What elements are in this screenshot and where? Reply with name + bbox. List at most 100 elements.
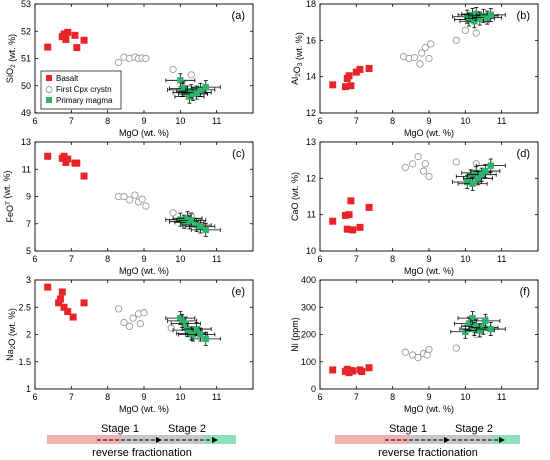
cpx-point xyxy=(114,58,123,67)
legend-cpx-label: First Cpx crystn xyxy=(56,85,112,94)
x-tick-label: 10 xyxy=(175,392,185,402)
cpx-point xyxy=(142,54,150,63)
primary-point xyxy=(184,326,191,334)
cpx-point xyxy=(401,163,410,172)
left-arrow-stage2-head xyxy=(212,437,218,443)
cpx-point xyxy=(425,345,433,354)
primary-point xyxy=(177,216,184,223)
primary-point xyxy=(197,331,204,338)
x-tick-label: 8 xyxy=(390,116,395,126)
panel-tag: (e) xyxy=(232,286,245,298)
basalt-point xyxy=(329,366,337,374)
series-first-cpx-crystn xyxy=(114,191,195,220)
x-tick-label: 7 xyxy=(354,116,359,126)
primary-point xyxy=(184,215,191,222)
series-basalt xyxy=(44,28,88,52)
series-basalt xyxy=(44,283,88,321)
x-tick-label: 11 xyxy=(497,254,506,264)
cpx-point xyxy=(414,152,422,161)
primary-point xyxy=(202,335,209,343)
basalt-point xyxy=(329,81,337,89)
primary-point xyxy=(465,320,473,327)
legend-box xyxy=(40,70,122,110)
x-tick-label: 8 xyxy=(105,254,110,264)
primary-point xyxy=(186,93,193,100)
y-tick-label: 200 xyxy=(301,330,316,340)
cpx-point xyxy=(125,322,134,330)
basalt-point xyxy=(356,65,364,73)
plot-frame xyxy=(34,279,254,390)
y-tick-label: 400 xyxy=(301,275,316,285)
primary-point xyxy=(463,178,471,186)
cpx-point xyxy=(136,319,145,328)
right-arrow-gray-band xyxy=(409,435,492,444)
basalt-point xyxy=(343,225,351,233)
x-axis-title: MgO (wt. %) xyxy=(119,404,169,414)
panel-tag: (f) xyxy=(520,286,530,298)
primary-point xyxy=(474,175,482,182)
y-tick-label: 1 xyxy=(26,384,31,394)
basalt-point xyxy=(341,211,349,219)
basalt-point xyxy=(73,159,81,167)
primary-point xyxy=(478,171,485,178)
y-tick-label: 100 xyxy=(301,357,316,367)
y-tick-label: 16 xyxy=(306,35,316,45)
right-arrow-pink-band xyxy=(335,435,409,444)
series-basalt xyxy=(44,152,88,180)
right-arrow-stage2-head xyxy=(499,437,505,443)
y-tick-label: 7 xyxy=(26,219,31,229)
cpx-point xyxy=(120,192,128,201)
y-tick-label: 14 xyxy=(306,72,316,82)
x-tick-label: 11 xyxy=(212,116,221,126)
basalt-point xyxy=(352,68,360,76)
x-tick-label: 9 xyxy=(426,392,431,402)
series-primary-magma xyxy=(452,158,506,191)
basalt-point xyxy=(80,299,88,307)
y-tick-label: 13 xyxy=(21,137,31,147)
series-basalt xyxy=(329,64,373,91)
basalt-point xyxy=(73,44,81,52)
x-axis-title: MgO (wt. %) xyxy=(119,266,169,276)
legend-primary-label: Primary magma xyxy=(56,96,113,105)
cpx-point xyxy=(472,29,480,37)
y-axis-title: CaO (wt. %) xyxy=(290,172,300,221)
y-axis-title: SiO2 (wt. %) xyxy=(5,34,17,83)
primary-point xyxy=(202,83,209,91)
basalt-point xyxy=(329,217,337,225)
x-tick-label: 9 xyxy=(141,116,146,126)
left-caption: reverse fractionation xyxy=(92,447,192,459)
basalt-point xyxy=(44,283,52,291)
primary-point xyxy=(476,327,484,334)
primary-point xyxy=(197,86,204,94)
basalt-point xyxy=(349,367,357,375)
x-tick-label: 10 xyxy=(175,254,185,264)
panel-tag: (c) xyxy=(232,148,245,160)
cpx-point xyxy=(452,344,460,352)
primary-point xyxy=(180,85,188,92)
cpx-point xyxy=(461,26,469,34)
primary-point xyxy=(487,325,494,333)
y-tick-label: 12 xyxy=(306,173,316,183)
cpx-point xyxy=(401,348,410,356)
basalt-point xyxy=(62,35,70,43)
y-tick-label: 300 xyxy=(301,302,316,312)
x-tick-label: 9 xyxy=(426,254,431,264)
basalt-point xyxy=(341,83,349,91)
basalt-point xyxy=(64,155,72,163)
primary-point xyxy=(177,77,184,84)
x-tick-label: 11 xyxy=(497,116,506,126)
x-tick-label: 8 xyxy=(390,392,395,402)
cpx-point xyxy=(416,60,424,68)
x-tick-label: 8 xyxy=(390,254,395,264)
y-tick-label: 1.5 xyxy=(18,357,31,367)
legend-primary-swatch xyxy=(46,97,52,103)
y-axis-title: Al2O3 (wt. %) xyxy=(290,32,304,85)
basalt-point xyxy=(365,364,373,372)
cpx-point xyxy=(169,65,177,74)
x-tick-label: 8 xyxy=(105,116,110,126)
primary-point xyxy=(473,169,480,177)
x-tick-label: 7 xyxy=(69,254,74,264)
basalt-point xyxy=(365,203,373,211)
primary-point xyxy=(480,12,487,20)
y-tick-label: 2 xyxy=(26,330,31,340)
